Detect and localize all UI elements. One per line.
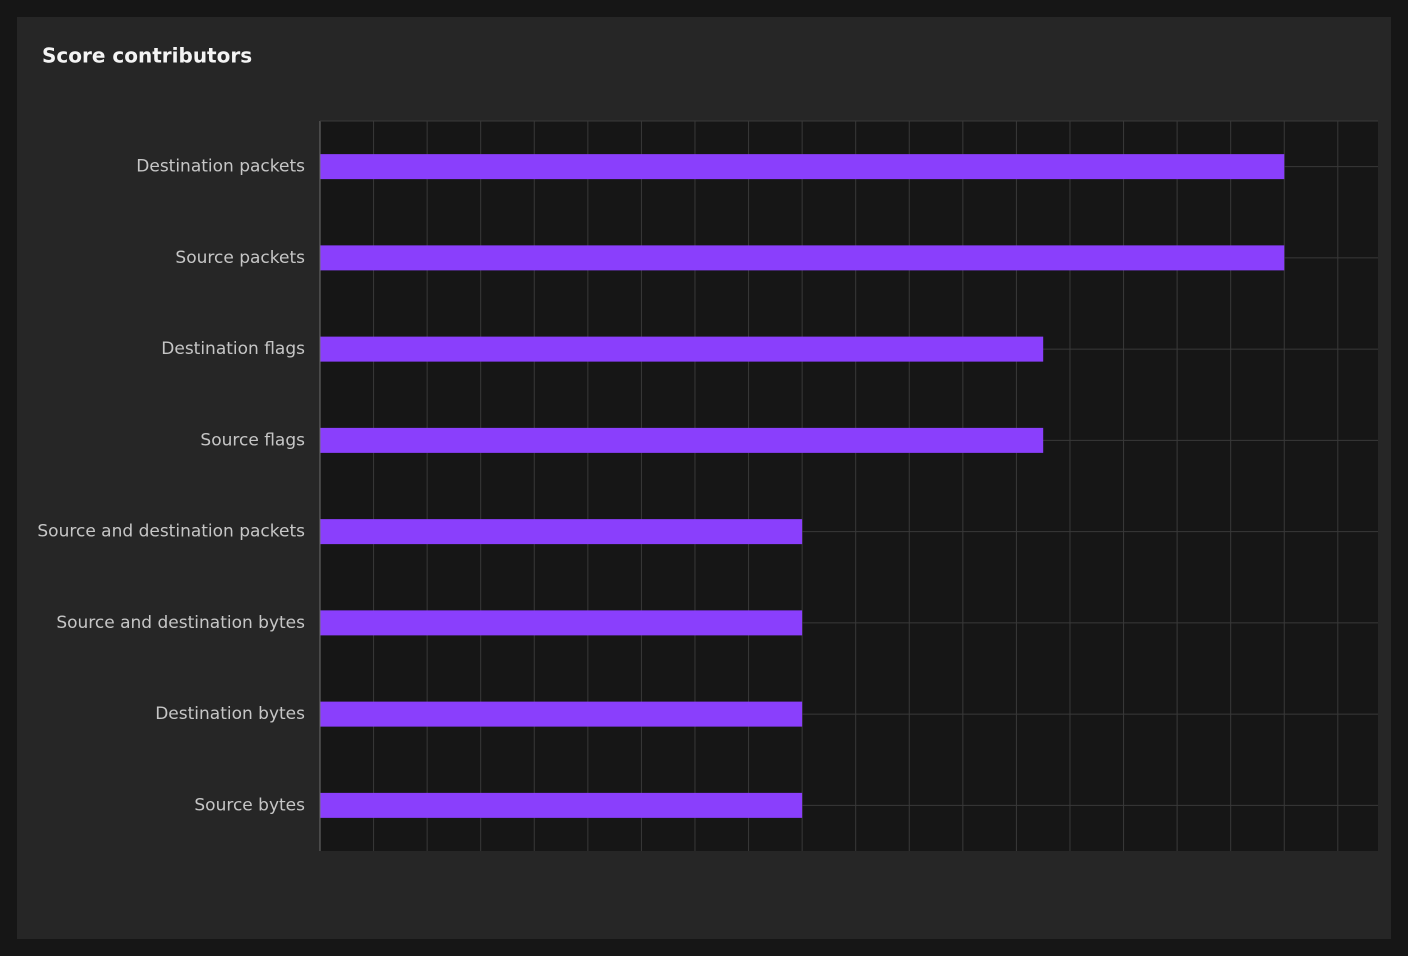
bar — [320, 154, 1285, 180]
y-tick-label: Source and destination packets — [37, 522, 305, 542]
bar — [320, 519, 803, 545]
bar — [320, 336, 1044, 362]
y-tick-label: Destination packets — [136, 157, 305, 177]
plot-area — [320, 121, 1378, 851]
bar — [320, 610, 803, 636]
chart-title: Score contributors — [42, 44, 252, 68]
y-tick-label: Source packets — [175, 248, 305, 268]
y-tick-label: Source and destination bytes — [56, 613, 305, 633]
y-tick-label: Source bytes — [194, 795, 305, 815]
bar — [320, 792, 803, 818]
y-tick-label: Destination bytes — [155, 704, 305, 724]
y-tick-label: Destination flags — [161, 339, 305, 359]
bar — [320, 701, 803, 727]
y-tick-label: Source flags — [200, 430, 305, 450]
bar — [320, 427, 1044, 453]
bar — [320, 245, 1285, 271]
